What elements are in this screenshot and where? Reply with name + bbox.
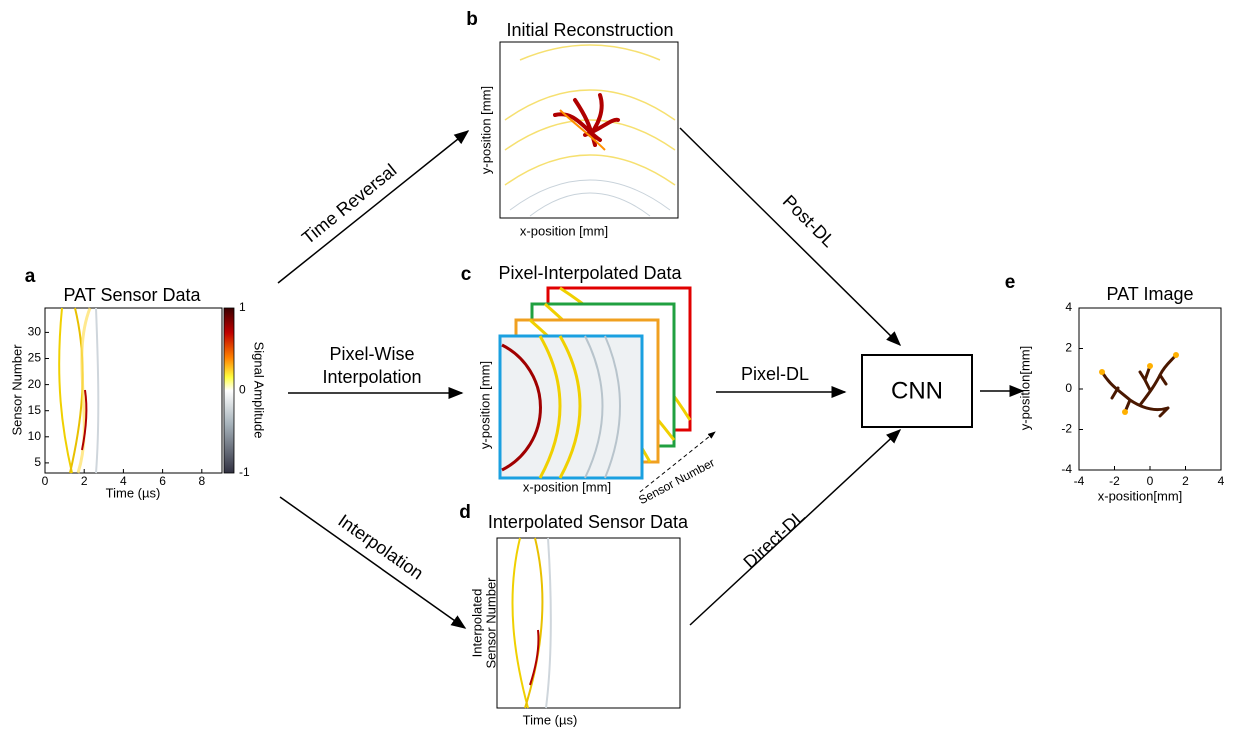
x-tick-label: 6	[159, 474, 166, 488]
y-axis-label: y-position [mm]	[478, 86, 493, 174]
arrow-label: Interpolation	[334, 510, 427, 583]
pixel-data-stack	[500, 288, 715, 492]
x-tick-label: 2	[81, 474, 88, 488]
arrow-label: Pixel-Wise	[329, 344, 414, 364]
panel-letter: e	[1005, 272, 1016, 293]
panel-title: Pixel-Interpolated Data	[498, 263, 682, 283]
panel-title: PAT Image	[1106, 284, 1193, 304]
arrow-label: Pixel-DL	[741, 364, 809, 384]
y-tick-label: 2	[1065, 341, 1072, 355]
panel-letter: c	[461, 264, 472, 285]
x-tick-label: 4	[120, 474, 127, 488]
y-axis-label: y-position[mm]	[1017, 346, 1032, 431]
colorbar-tick-label: 1	[239, 300, 246, 314]
interpolated-data-image	[497, 538, 680, 708]
y-axis-label: Sensor Number	[483, 577, 498, 669]
y-axis-label: Sensor Number	[9, 344, 24, 436]
panel-letter: b	[466, 9, 478, 30]
x-axis-label: x-position [mm]	[520, 223, 608, 238]
panel-title: PAT Sensor Data	[63, 285, 201, 305]
y-tick-label: 25	[28, 351, 42, 365]
arrow-label: Time Reversal	[298, 160, 400, 248]
y-tick-label: 20	[28, 377, 42, 391]
y-tick-label: 0	[1065, 381, 1072, 395]
x-tick-label: -4	[1074, 474, 1085, 488]
x-tick-label: -2	[1109, 474, 1120, 488]
pat-image	[1079, 308, 1221, 470]
panel-title: Interpolated Sensor Data	[488, 512, 689, 532]
y-tick-label: 5	[34, 455, 41, 469]
x-axis-label: Time (µs)	[106, 485, 161, 500]
cnn-label: CNN	[891, 377, 943, 404]
x-axis-label: Time (µs)	[523, 712, 578, 727]
y-tick-label: 30	[28, 325, 42, 339]
arrow-label: Interpolation	[322, 367, 421, 387]
y-axis-label: Interpolated	[469, 589, 484, 658]
colorbar-tick-label: 0	[239, 383, 246, 397]
y-tick-label: -2	[1061, 422, 1072, 436]
x-tick-label: 2	[1182, 474, 1189, 488]
colorbar-label: Signal Amplitude	[252, 342, 267, 439]
panel-letter: a	[25, 266, 36, 287]
x-tick-label: 8	[198, 474, 205, 488]
y-tick-label: 15	[28, 403, 42, 417]
y-tick-label: -4	[1061, 462, 1072, 476]
colorbar-tick-label: -1	[239, 465, 250, 479]
x-axis-label: x-position[mm]	[1098, 488, 1183, 503]
x-tick-label: 0	[42, 474, 49, 488]
x-tick-label: 0	[1147, 474, 1154, 488]
sensor-data-image	[45, 308, 234, 473]
panel-letter: d	[459, 502, 471, 523]
y-tick-label: 10	[28, 429, 42, 443]
x-tick-label: 4	[1218, 474, 1225, 488]
arrow-label: Post-DL	[779, 191, 839, 251]
reconstruction-image	[500, 42, 678, 218]
figure: a PAT Sensor Data Time (µs) Sensor Number 0 2…	[0, 0, 1233, 731]
y-tick-label: 4	[1065, 300, 1072, 314]
arrow-label: Direct-DL	[740, 506, 809, 572]
x-axis-label: x-position [mm]	[523, 479, 611, 494]
y-axis-label: y-position [mm]	[477, 361, 492, 449]
panel-title: Initial Reconstruction	[506, 20, 673, 40]
